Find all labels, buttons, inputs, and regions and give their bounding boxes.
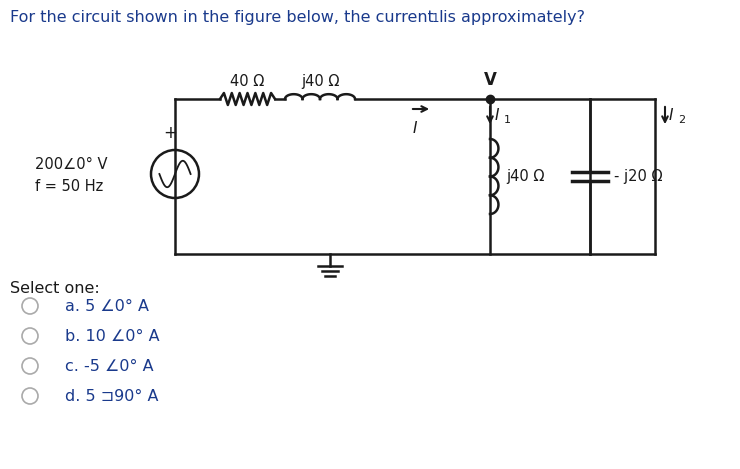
Text: For the circuit shown in the figure below, the current I: For the circuit shown in the figure belo… <box>10 10 444 25</box>
Text: 2: 2 <box>678 114 685 124</box>
Text: j40 Ω: j40 Ω <box>301 74 339 89</box>
Text: I: I <box>669 108 673 123</box>
Text: d. 5 ⊐90° A: d. 5 ⊐90° A <box>65 388 158 403</box>
Text: c. -5 ∠0° A: c. -5 ∠0° A <box>65 358 154 373</box>
Text: I: I <box>413 121 417 136</box>
Text: f = 50 Hz: f = 50 Hz <box>35 179 104 194</box>
Text: 200∠0° V: 200∠0° V <box>35 157 107 172</box>
Text: 1: 1 <box>432 12 440 25</box>
Text: 40 Ω: 40 Ω <box>230 74 265 89</box>
Text: Select one:: Select one: <box>10 281 100 296</box>
Text: is approximately?: is approximately? <box>438 10 585 25</box>
Text: - j20 Ω: - j20 Ω <box>614 169 662 184</box>
Text: V: V <box>483 71 497 89</box>
Text: a. 5 ∠0° A: a. 5 ∠0° A <box>65 298 149 313</box>
Text: j40 Ω: j40 Ω <box>506 169 545 184</box>
Text: +: + <box>163 124 177 142</box>
Text: 1: 1 <box>504 114 511 124</box>
Text: I: I <box>495 108 500 123</box>
Text: b. 10 ∠0° A: b. 10 ∠0° A <box>65 328 160 343</box>
